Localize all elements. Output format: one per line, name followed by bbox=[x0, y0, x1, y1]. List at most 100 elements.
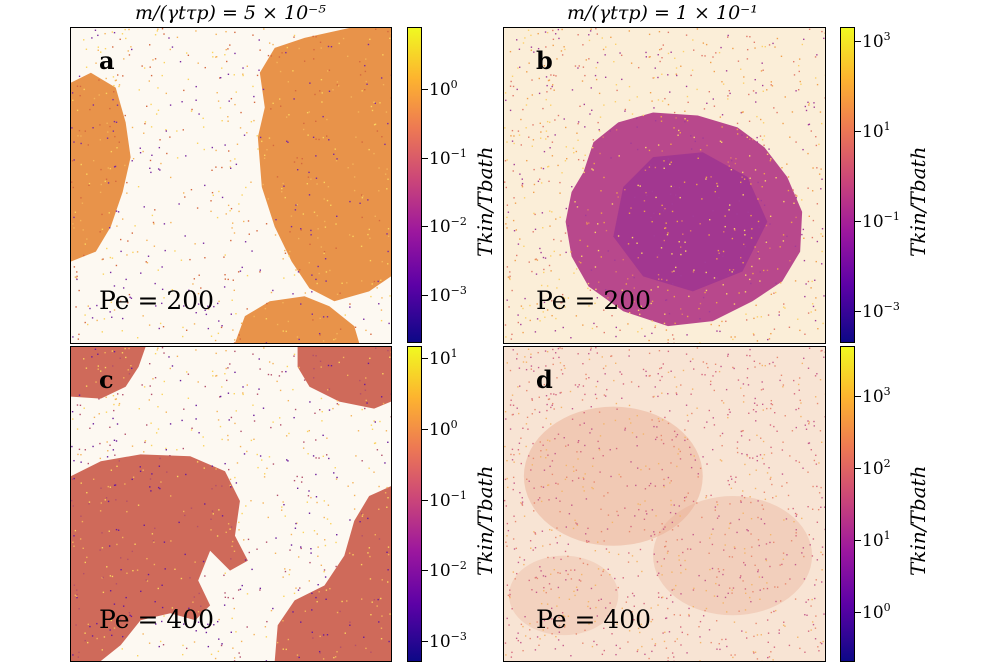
particle-speckle bbox=[592, 487, 594, 490]
particle-speckle bbox=[371, 428, 374, 430]
particle-speckle bbox=[127, 620, 129, 622]
particle-speckle bbox=[598, 129, 600, 131]
particle-speckle bbox=[597, 541, 599, 543]
particle-speckle bbox=[704, 291, 706, 294]
particle-speckle bbox=[748, 155, 751, 157]
particle-speckle bbox=[308, 512, 311, 514]
particle-speckle bbox=[330, 45, 333, 48]
particle-speckle bbox=[191, 108, 193, 111]
particle-speckle bbox=[708, 629, 711, 631]
particle-speckle bbox=[112, 417, 114, 420]
particle-speckle bbox=[726, 293, 728, 295]
particle-speckle bbox=[537, 351, 539, 354]
particle-speckle bbox=[534, 649, 537, 651]
particle-speckle bbox=[349, 621, 351, 623]
particle-speckle bbox=[510, 80, 512, 83]
particle-speckle bbox=[597, 440, 599, 443]
particle-speckle bbox=[301, 476, 303, 478]
particle-speckle bbox=[318, 332, 321, 335]
particle-speckle bbox=[316, 533, 318, 535]
particle-speckle bbox=[740, 575, 742, 577]
particle-speckle bbox=[575, 268, 578, 270]
particle-speckle bbox=[284, 568, 286, 570]
particle-speckle bbox=[120, 568, 122, 571]
particle-speckle bbox=[676, 465, 678, 468]
particle-speckle bbox=[539, 320, 541, 322]
particle-speckle bbox=[549, 543, 551, 546]
particle-speckle bbox=[649, 374, 651, 377]
particle-speckle bbox=[250, 181, 252, 183]
particle-speckle bbox=[546, 31, 549, 34]
particle-speckle bbox=[539, 247, 541, 250]
particle-speckle bbox=[504, 181, 506, 183]
particle-speckle bbox=[116, 104, 119, 106]
particle-speckle bbox=[162, 326, 165, 328]
particle-speckle bbox=[654, 438, 657, 441]
particle-speckle bbox=[716, 595, 719, 598]
particle-speckle bbox=[702, 137, 704, 139]
particle-speckle bbox=[583, 422, 585, 424]
particle-speckle bbox=[782, 384, 785, 386]
particle-speckle bbox=[525, 368, 528, 371]
particle-speckle bbox=[815, 454, 817, 457]
particle-speckle bbox=[388, 640, 390, 643]
particle-speckle bbox=[386, 233, 388, 235]
particle-speckle bbox=[259, 271, 261, 273]
particle-speckle bbox=[235, 163, 238, 166]
particle-speckle bbox=[323, 516, 325, 519]
particle-speckle bbox=[628, 311, 631, 314]
particle-speckle bbox=[645, 370, 647, 373]
particle-speckle bbox=[223, 574, 225, 577]
particle-speckle bbox=[642, 433, 645, 435]
particle-speckle bbox=[540, 500, 543, 503]
particle-speckle bbox=[605, 229, 608, 232]
particle-speckle bbox=[259, 269, 262, 271]
particle-speckle bbox=[760, 70, 763, 72]
particle-speckle bbox=[163, 352, 165, 354]
particle-speckle bbox=[513, 230, 516, 232]
particle-speckle bbox=[257, 466, 259, 469]
particle-speckle bbox=[385, 111, 388, 113]
particle-speckle bbox=[334, 148, 336, 150]
particle-speckle bbox=[352, 554, 354, 556]
particle-speckle bbox=[113, 484, 116, 487]
particle-speckle bbox=[111, 350, 114, 352]
particle-speckle bbox=[599, 116, 602, 118]
particle-speckle bbox=[143, 132, 145, 134]
particle-speckle bbox=[99, 191, 102, 194]
particle-speckle bbox=[217, 332, 220, 335]
particle-speckle bbox=[595, 606, 597, 609]
particle-speckle bbox=[169, 136, 171, 138]
particle-speckle bbox=[658, 596, 660, 599]
particle-speckle bbox=[550, 406, 552, 409]
particle-speckle bbox=[550, 573, 552, 575]
particle-speckle bbox=[616, 623, 618, 625]
particle-speckle bbox=[506, 617, 508, 620]
particle-speckle bbox=[821, 122, 823, 125]
particle-speckle bbox=[797, 318, 799, 320]
particle-speckle bbox=[75, 277, 78, 279]
particle-speckle bbox=[673, 111, 676, 114]
particle-speckle bbox=[551, 404, 553, 407]
particle-speckle bbox=[730, 157, 732, 159]
particle-speckle bbox=[535, 591, 538, 594]
particle-speckle bbox=[294, 90, 297, 92]
particle-speckle bbox=[682, 551, 684, 554]
particle-speckle bbox=[673, 613, 676, 616]
particle-speckle bbox=[319, 409, 321, 411]
particle-speckle bbox=[718, 51, 721, 54]
particle-speckle bbox=[104, 366, 107, 369]
particle-speckle bbox=[660, 116, 663, 118]
particle-speckle bbox=[528, 62, 530, 64]
particle-speckle bbox=[588, 352, 590, 355]
particle-speckle bbox=[702, 456, 704, 458]
particle-speckle bbox=[298, 366, 300, 369]
particle-speckle bbox=[640, 469, 642, 471]
particle-speckle bbox=[202, 117, 204, 120]
particle-speckle bbox=[637, 503, 639, 505]
particle-speckle bbox=[746, 136, 748, 139]
particle-speckle bbox=[309, 243, 311, 246]
particle-speckle bbox=[816, 83, 819, 86]
particle-speckle bbox=[528, 579, 530, 582]
particle-speckle bbox=[664, 227, 666, 230]
